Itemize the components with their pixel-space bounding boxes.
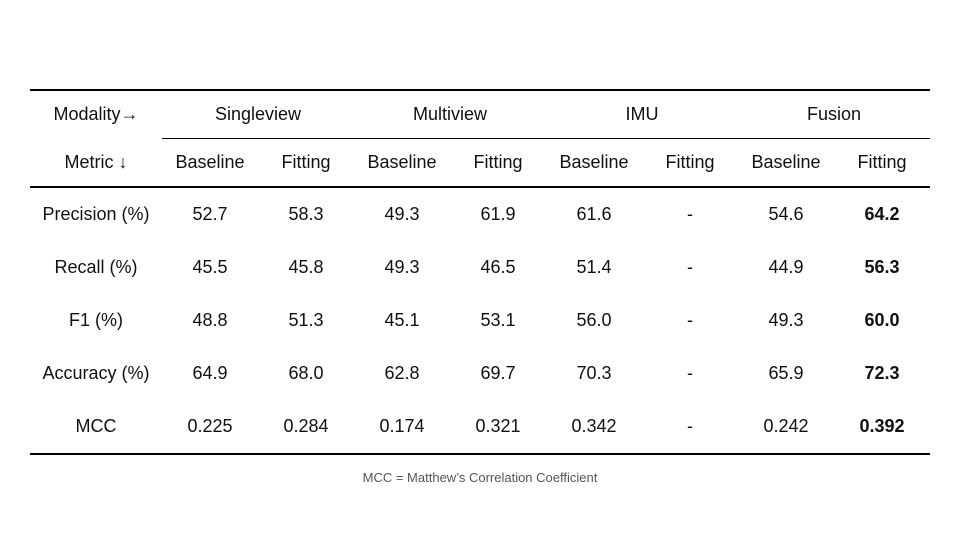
table-cell-best: 60.0 [864, 310, 900, 330]
table-cell: 45.8 [288, 257, 324, 277]
metric-label: MCC [30, 400, 162, 455]
table-cell: 45.5 [192, 257, 228, 277]
subheader-fitting: Fitting [258, 138, 355, 188]
table-cell: 0.284 [258, 400, 355, 455]
table-cell-best: 56.3 [864, 257, 900, 277]
table-cell: 61.6 [576, 204, 612, 224]
table-cell: 0.242 [738, 400, 835, 455]
table-cell: 62.8 [384, 363, 420, 383]
table-cell-best: 64.2 [864, 204, 900, 224]
table-cell: - [687, 310, 694, 330]
table-cell: 46.5 [480, 257, 516, 277]
header-row-modality: Modality→ Singleview Multiview IMU Fusio… [30, 89, 931, 139]
subheader-baseline: Baseline [162, 138, 258, 188]
table-cell: 69.7 [480, 363, 516, 383]
table-cell: 70.3 [576, 363, 612, 383]
metric-label: Precision (%) [42, 204, 150, 224]
metric-label: Accuracy (%) [42, 363, 150, 383]
table-cell: 56.0 [576, 310, 612, 330]
table-cell: 52.7 [192, 204, 228, 224]
table-row-mcc: MCC 0.225 0.284 0.174 0.321 0.342 - 0.24… [30, 400, 931, 455]
table-cell: 51.3 [288, 310, 324, 330]
group-header-multiview: Multiview [354, 89, 547, 139]
subheader-baseline: Baseline [354, 138, 451, 188]
subheader-fitting: Fitting [642, 138, 739, 188]
table-cell: 51.4 [576, 257, 612, 277]
table-cell: 58.3 [288, 204, 324, 224]
table-cell-best: 72.3 [864, 363, 900, 383]
header-row-metric: Metric ↓ Baseline Fitting Baseline Fitti… [30, 138, 931, 188]
subheader-baseline: Baseline [546, 138, 643, 188]
metric-header: Metric ↓ [30, 138, 162, 188]
table-cell: 49.3 [384, 204, 420, 224]
table-cell: 0.174 [354, 400, 451, 455]
table-cell: 0.321 [450, 400, 547, 455]
subheader-fitting: Fitting [834, 138, 931, 188]
table-cell: 0.225 [162, 400, 258, 455]
metric-label: F1 (%) [69, 310, 123, 330]
table-cell: - [687, 257, 694, 277]
table-cell: - [687, 204, 694, 224]
table-cell: 45.1 [384, 310, 420, 330]
subheader-baseline: Baseline [738, 138, 835, 188]
table-cell: 0.342 [546, 400, 643, 455]
modality-header: Modality→ [30, 89, 162, 139]
table-cell: 61.9 [480, 204, 516, 224]
table-row-precision: Precision (%) 52.7 58.3 49.3 61.9 61.6 -… [30, 187, 930, 241]
table-cell: - [642, 400, 739, 455]
subheader-fitting: Fitting [450, 138, 547, 188]
group-header-singleview: Singleview [162, 89, 355, 139]
table-cell: 48.8 [192, 310, 228, 330]
metric-label: Recall (%) [54, 257, 138, 277]
table-cell: 44.9 [768, 257, 804, 277]
table-cell: 65.9 [768, 363, 804, 383]
group-header-fusion: Fusion [738, 89, 931, 139]
table-row-recall: Recall (%) 45.5 45.8 49.3 46.5 51.4 - 44… [30, 241, 930, 294]
footnote: MCC = Matthew’s Correlation Coefficient [362, 470, 598, 485]
table-cell: 53.1 [480, 310, 516, 330]
table-cell: 64.9 [192, 363, 228, 383]
table-row-accuracy: Accuracy (%) 64.9 68.0 62.8 69.7 70.3 - … [30, 347, 930, 400]
group-header-imu: IMU [546, 89, 739, 139]
table-cell: - [687, 363, 694, 383]
table-cell: 49.3 [768, 310, 804, 330]
table-cell-best: 0.392 [834, 400, 931, 455]
results-table: Modality→ Singleview Multiview IMU Fusio… [30, 89, 931, 455]
table-cell: 54.6 [768, 204, 804, 224]
table-row-f1: F1 (%) 48.8 51.3 45.1 53.1 56.0 - 49.3 6… [30, 294, 930, 347]
table-cell: 49.3 [384, 257, 420, 277]
table-cell: 68.0 [288, 363, 324, 383]
